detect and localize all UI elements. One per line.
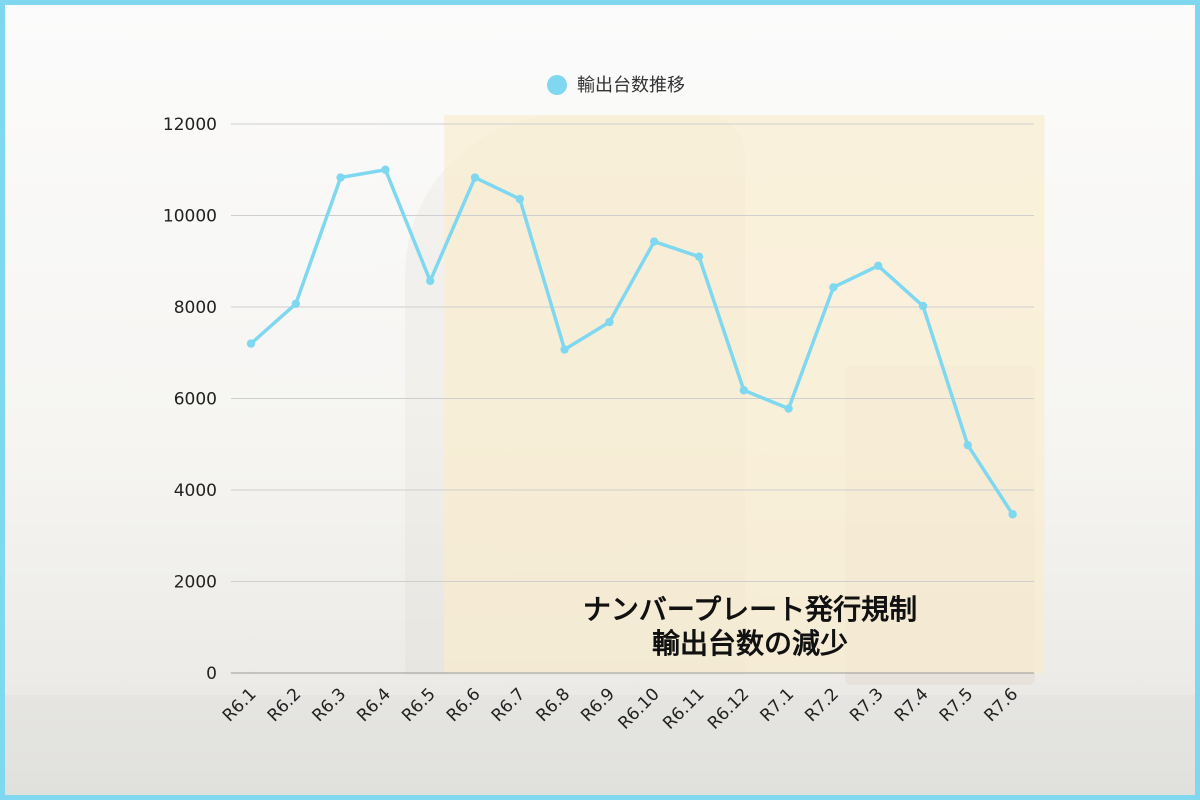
data-point: [694, 252, 704, 261]
highlight-caption-line-1: ナンバープレート発行規制: [582, 593, 918, 626]
x-tick-label: R7.4: [891, 684, 933, 726]
x-tick-label: R7.2: [801, 684, 843, 726]
data-point: [963, 440, 972, 450]
x-tick-label: R6.6: [443, 684, 485, 726]
background-ground: [5, 695, 1195, 795]
x-tick-label: R6.5: [398, 684, 440, 726]
x-tick-label: R7.6: [981, 684, 1023, 726]
data-point: [515, 194, 524, 204]
y-tick-label: 2000: [174, 573, 217, 593]
x-tick-label: R7.1: [757, 684, 799, 726]
data-point: [739, 386, 748, 395]
x-tick-label: R6.11: [659, 684, 708, 733]
data-point: [784, 404, 793, 413]
legend-label: 輸出台数推移: [577, 75, 685, 96]
x-tick-label: R6.2: [264, 684, 306, 726]
x-tick-label: R6.4: [353, 684, 395, 726]
series-line: [249, 168, 1015, 516]
y-tick-label: 8000: [174, 298, 217, 318]
y-tick-label: 12000: [163, 115, 217, 135]
data-point: [1008, 510, 1017, 519]
x-tick-label: R6.8: [533, 684, 575, 726]
y-tick-label: 4000: [174, 481, 217, 501]
data-point: [560, 345, 569, 354]
data-point: [918, 301, 928, 311]
data-point: [605, 317, 614, 327]
data-point: [336, 173, 345, 182]
y-tick-label: 6000: [174, 390, 217, 410]
data-point: [246, 339, 256, 348]
y-tick-label: 10000: [163, 207, 217, 227]
data-point: [829, 283, 838, 292]
data-point: [291, 299, 300, 308]
data-point: [426, 276, 435, 286]
highlight-caption: ナンバープレート発行規制 輸出台数の減少: [450, 593, 1050, 661]
x-tick-label: R7.5: [936, 684, 978, 726]
data-point: [470, 173, 480, 182]
x-tick-label: R6.10: [614, 684, 663, 733]
data-point: [381, 165, 390, 174]
data-point: [650, 237, 659, 246]
legend-marker: [547, 75, 567, 95]
data-point: [874, 261, 883, 271]
highlight-caption-line-2: 輸出台数の減少: [651, 627, 848, 660]
x-tick-label: R7.3: [846, 684, 888, 726]
y-tick-label: 0: [206, 664, 217, 684]
x-tick-label: R6.12: [704, 684, 753, 733]
x-tick-label: R6.3: [309, 684, 351, 726]
x-tick-label: R6.7: [488, 684, 530, 726]
x-tick-label: R6.1: [219, 684, 261, 726]
x-tick-label: R6.9: [577, 684, 619, 726]
